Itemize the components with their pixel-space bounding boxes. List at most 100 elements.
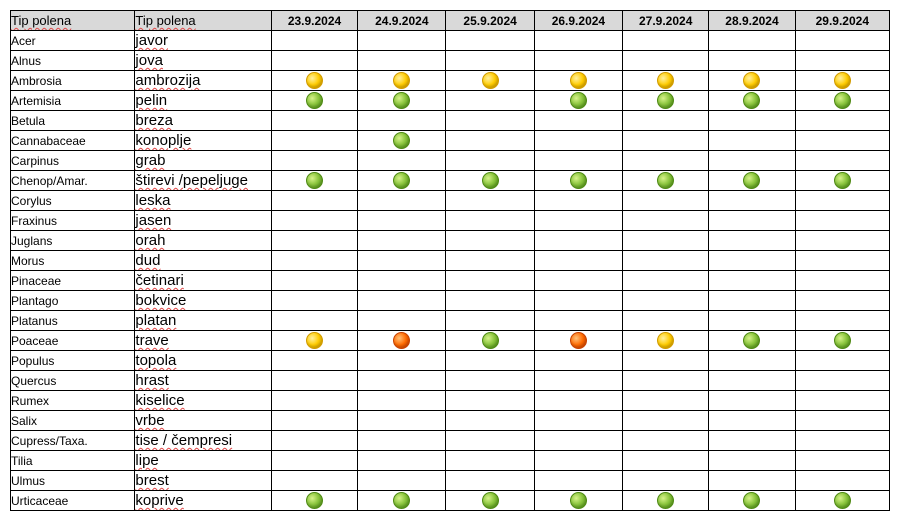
level-cell	[445, 410, 535, 431]
level-cell	[533, 170, 624, 191]
table-row: Carpinus grab	[9, 150, 891, 171]
level-cell	[533, 330, 624, 351]
level-cell	[357, 30, 447, 51]
level-cell	[445, 370, 535, 391]
table-row: Chenop/Amar. štirevi /pepeljuge	[9, 170, 891, 191]
pollen-latin-name: Artemisia	[9, 90, 136, 111]
pollen-level-low-icon	[393, 131, 411, 149]
level-cell	[533, 490, 624, 511]
pollen-table: Tip polena Tip polena 23.9.2024 24.9.202…	[9, 10, 891, 511]
pollen-level-moderate-icon	[657, 331, 675, 349]
level-cell	[533, 70, 624, 91]
table-row: Tilia lipe	[9, 450, 891, 471]
level-cell	[708, 230, 796, 251]
level-cell	[357, 330, 447, 351]
level-cell	[533, 370, 624, 391]
pollen-latin-name: Morus	[9, 250, 136, 271]
level-cell	[357, 350, 447, 371]
pollen-latin-name: Platanus	[9, 310, 136, 331]
level-cell	[445, 310, 535, 331]
level-cell	[445, 470, 535, 491]
level-cell	[357, 110, 447, 131]
level-cell	[533, 230, 624, 251]
level-cell	[622, 90, 710, 111]
level-cell	[270, 230, 359, 251]
level-cell	[357, 270, 447, 291]
level-cell	[708, 130, 796, 151]
table-row: Acer javor	[9, 30, 891, 51]
level-cell	[708, 350, 796, 371]
table-row: Poaceae trave	[9, 330, 891, 351]
pollen-local-name: kiselice	[134, 390, 272, 411]
level-cell	[533, 210, 624, 231]
pollen-latin-name: Ulmus	[9, 470, 136, 491]
level-cell	[794, 290, 891, 311]
level-cell	[622, 50, 710, 71]
level-cell	[357, 50, 447, 71]
level-cell	[708, 50, 796, 71]
pollen-latin-name: Cupress/Taxa.	[9, 430, 136, 451]
level-cell	[445, 90, 535, 111]
level-cell	[533, 150, 624, 171]
table-row: Rumex kiselice	[9, 390, 891, 411]
level-cell	[357, 130, 447, 151]
level-cell	[357, 310, 447, 331]
pollen-level-low-icon	[743, 331, 761, 349]
level-cell	[794, 30, 891, 51]
level-cell	[622, 250, 710, 271]
level-cell	[533, 350, 624, 371]
level-cell	[445, 210, 535, 231]
level-cell	[794, 50, 891, 71]
level-cell	[708, 110, 796, 131]
pollen-latin-name: Juglans	[9, 230, 136, 251]
pollen-latin-name: Fraxinus	[9, 210, 136, 231]
level-cell	[533, 310, 624, 331]
level-cell	[270, 430, 359, 451]
pollen-level-low-icon	[393, 491, 411, 509]
level-cell	[270, 150, 359, 171]
level-cell	[794, 270, 891, 291]
pollen-level-low-icon	[481, 331, 499, 349]
level-cell	[270, 330, 359, 351]
level-cell	[533, 410, 624, 431]
pollen-local-name: breza	[134, 110, 272, 131]
level-cell	[708, 30, 796, 51]
level-cell	[708, 90, 796, 111]
pollen-level-low-icon	[306, 171, 324, 189]
table-row: Cannabaceae konoplje	[9, 130, 891, 151]
level-cell	[794, 410, 891, 431]
level-cell	[794, 310, 891, 331]
pollen-level-low-icon	[306, 91, 324, 109]
header-date: 29.9.2024	[794, 10, 891, 31]
pollen-latin-name: Ambrosia	[9, 70, 136, 91]
header-latin: Tip polena	[9, 10, 136, 31]
level-cell	[533, 110, 624, 131]
level-cell	[533, 30, 624, 51]
level-cell	[794, 430, 891, 451]
pollen-latin-name: Acer	[9, 30, 136, 51]
pollen-level-moderate-icon	[393, 71, 411, 89]
table-row: Morus dud	[9, 250, 891, 271]
level-cell	[533, 450, 624, 471]
header-date: 23.9.2024	[270, 10, 359, 31]
table-row: Platanus platan	[9, 310, 891, 331]
level-cell	[357, 290, 447, 311]
level-cell	[622, 350, 710, 371]
pollen-local-name: platan	[134, 310, 272, 331]
level-cell	[357, 390, 447, 411]
level-cell	[270, 470, 359, 491]
pollen-local-name: topola	[134, 350, 272, 371]
level-cell	[622, 110, 710, 131]
table-row: Alnus jova	[9, 50, 891, 71]
pollen-level-low-icon	[743, 91, 761, 109]
level-cell	[270, 450, 359, 471]
level-cell	[622, 230, 710, 251]
pollen-local-name: trave	[134, 330, 272, 351]
level-cell	[794, 470, 891, 491]
level-cell	[708, 410, 796, 431]
level-cell	[794, 150, 891, 171]
level-cell	[445, 130, 535, 151]
pollen-level-low-icon	[833, 91, 851, 109]
pollen-local-name: konoplje	[134, 130, 272, 151]
pollen-level-high-icon	[393, 331, 411, 349]
